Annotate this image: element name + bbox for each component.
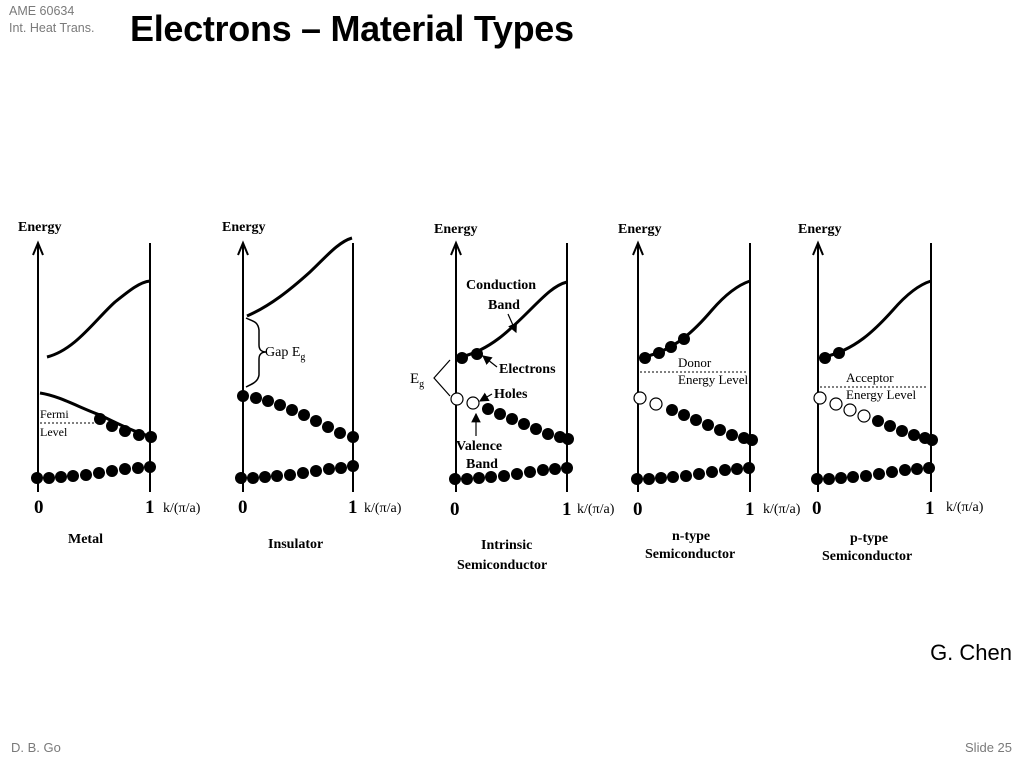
k-one: 1 bbox=[562, 499, 572, 520]
electron bbox=[145, 431, 157, 443]
holes-arrow bbox=[478, 392, 493, 402]
level-label: Level bbox=[40, 425, 68, 439]
hole bbox=[857, 409, 871, 423]
k-zero: 0 bbox=[633, 499, 643, 520]
acceptor-energy-level-label: Energy Level bbox=[846, 387, 917, 402]
k-zero: 0 bbox=[812, 498, 822, 519]
electron bbox=[471, 348, 483, 360]
k-one: 1 bbox=[925, 498, 935, 519]
holes-label: Holes bbox=[494, 387, 528, 402]
caption-p-type-1: p-type bbox=[850, 531, 888, 546]
axis-arrow bbox=[237, 240, 249, 256]
k-one: 1 bbox=[745, 499, 755, 520]
caption-n-type-1: n-type bbox=[672, 529, 710, 544]
energy-label: Energy bbox=[222, 220, 266, 235]
course-name: Int. Heat Trans. bbox=[9, 21, 95, 35]
band-label: Band bbox=[488, 298, 520, 313]
donor-energy-level-label: Energy Level bbox=[678, 372, 749, 387]
conduction-band bbox=[823, 279, 932, 359]
caption-intrinsic-1: Intrinsic bbox=[481, 538, 532, 553]
panel-insulator: Energy Gap Eg 0 1 k/(π/a) Insulator bbox=[222, 220, 402, 552]
k-one: 1 bbox=[348, 497, 358, 518]
k-axis-label: k/(π/a) bbox=[763, 502, 801, 517]
k-zero: 0 bbox=[34, 497, 44, 518]
energy-label: Energy bbox=[798, 222, 842, 237]
axis-arrow bbox=[632, 240, 644, 256]
hole bbox=[813, 391, 827, 405]
valence-band-dots bbox=[237, 390, 359, 443]
k-axis-label: k/(π/a) bbox=[946, 500, 984, 515]
conduction-arrow bbox=[507, 313, 517, 334]
conduction-label: Conduction bbox=[466, 278, 536, 293]
eg-label: Eg bbox=[410, 371, 424, 390]
electron bbox=[119, 425, 131, 437]
electrons-label: Electrons bbox=[499, 362, 556, 377]
panel-intrinsic: Energy Conduction Band Electrons Eg Hole… bbox=[410, 222, 615, 573]
acceptor-label: Acceptor bbox=[846, 370, 894, 385]
donor-label: Donor bbox=[678, 355, 712, 370]
course-code: AME 60634 bbox=[9, 4, 75, 18]
gap-brace bbox=[245, 317, 267, 388]
slide-title: Electrons – Material Types bbox=[130, 8, 574, 49]
valence-band-dots bbox=[813, 391, 938, 446]
fermi-label: Fermi bbox=[40, 407, 69, 421]
slide-number: Slide 25 bbox=[965, 740, 1012, 755]
conduction-band bbox=[246, 236, 353, 318]
electron bbox=[94, 413, 106, 425]
caption-insulator: Insulator bbox=[268, 537, 323, 552]
electrons-arrow bbox=[482, 355, 498, 368]
hole bbox=[829, 397, 843, 411]
energy-label: Energy bbox=[18, 220, 62, 235]
electron bbox=[833, 347, 845, 359]
electron bbox=[106, 420, 118, 432]
k-zero: 0 bbox=[450, 499, 460, 520]
lower-band-dots bbox=[449, 462, 573, 485]
conduction-band bbox=[460, 280, 568, 359]
electron bbox=[133, 429, 145, 441]
lower-band-dots bbox=[631, 462, 755, 485]
lower-band-dots bbox=[235, 460, 359, 484]
valence-band-dots bbox=[633, 391, 758, 446]
hole bbox=[450, 392, 464, 406]
hole bbox=[466, 396, 480, 410]
axis-arrow bbox=[32, 240, 44, 256]
upper-band bbox=[46, 279, 151, 359]
conduction-electrons bbox=[639, 333, 690, 364]
hole bbox=[843, 403, 857, 417]
figure-credit: G. Chen bbox=[930, 640, 1012, 665]
footer-author: D. B. Go bbox=[11, 740, 61, 755]
lower-band-dots bbox=[811, 462, 935, 485]
k-axis-label: k/(π/a) bbox=[364, 501, 402, 516]
valence-band-label: Band bbox=[466, 457, 498, 472]
caption-p-type-2: Semiconductor bbox=[822, 549, 912, 564]
course-label: AME 60634 Int. Heat Trans. bbox=[9, 3, 94, 37]
electron bbox=[456, 352, 468, 364]
electron-dots bbox=[94, 413, 157, 443]
panel-p-type: Energy Acceptor Energy Level 0 1 k/(π/a) bbox=[798, 222, 984, 564]
hole bbox=[633, 391, 647, 405]
axis-arrow bbox=[812, 240, 824, 256]
k-axis-label: k/(π/a) bbox=[163, 501, 201, 516]
hole bbox=[649, 397, 663, 411]
k-one: 1 bbox=[145, 497, 155, 518]
panel-n-type: Energy Donor Energy Level 0 1 k/(π bbox=[618, 222, 801, 562]
energy-label: Energy bbox=[618, 222, 662, 237]
gap-bracket bbox=[433, 359, 451, 397]
panel-metal: Energy Fermi Level 0 1 k/(π/a) Metal bbox=[18, 220, 201, 547]
valence-label: Valence bbox=[456, 439, 502, 454]
conduction-band bbox=[643, 279, 751, 359]
caption-intrinsic-2: Semiconductor bbox=[457, 558, 547, 573]
electron bbox=[819, 352, 831, 364]
k-axis-label: k/(π/a) bbox=[577, 502, 615, 517]
axis-arrow bbox=[450, 240, 462, 256]
caption-metal: Metal bbox=[68, 532, 103, 547]
lower-band-dots bbox=[31, 461, 156, 484]
energy-label: Energy bbox=[434, 222, 478, 237]
valence-band-dots bbox=[450, 392, 574, 445]
k-zero: 0 bbox=[238, 497, 248, 518]
caption-n-type-2: Semiconductor bbox=[645, 547, 735, 562]
gap-label: Gap Eg bbox=[265, 345, 305, 363]
